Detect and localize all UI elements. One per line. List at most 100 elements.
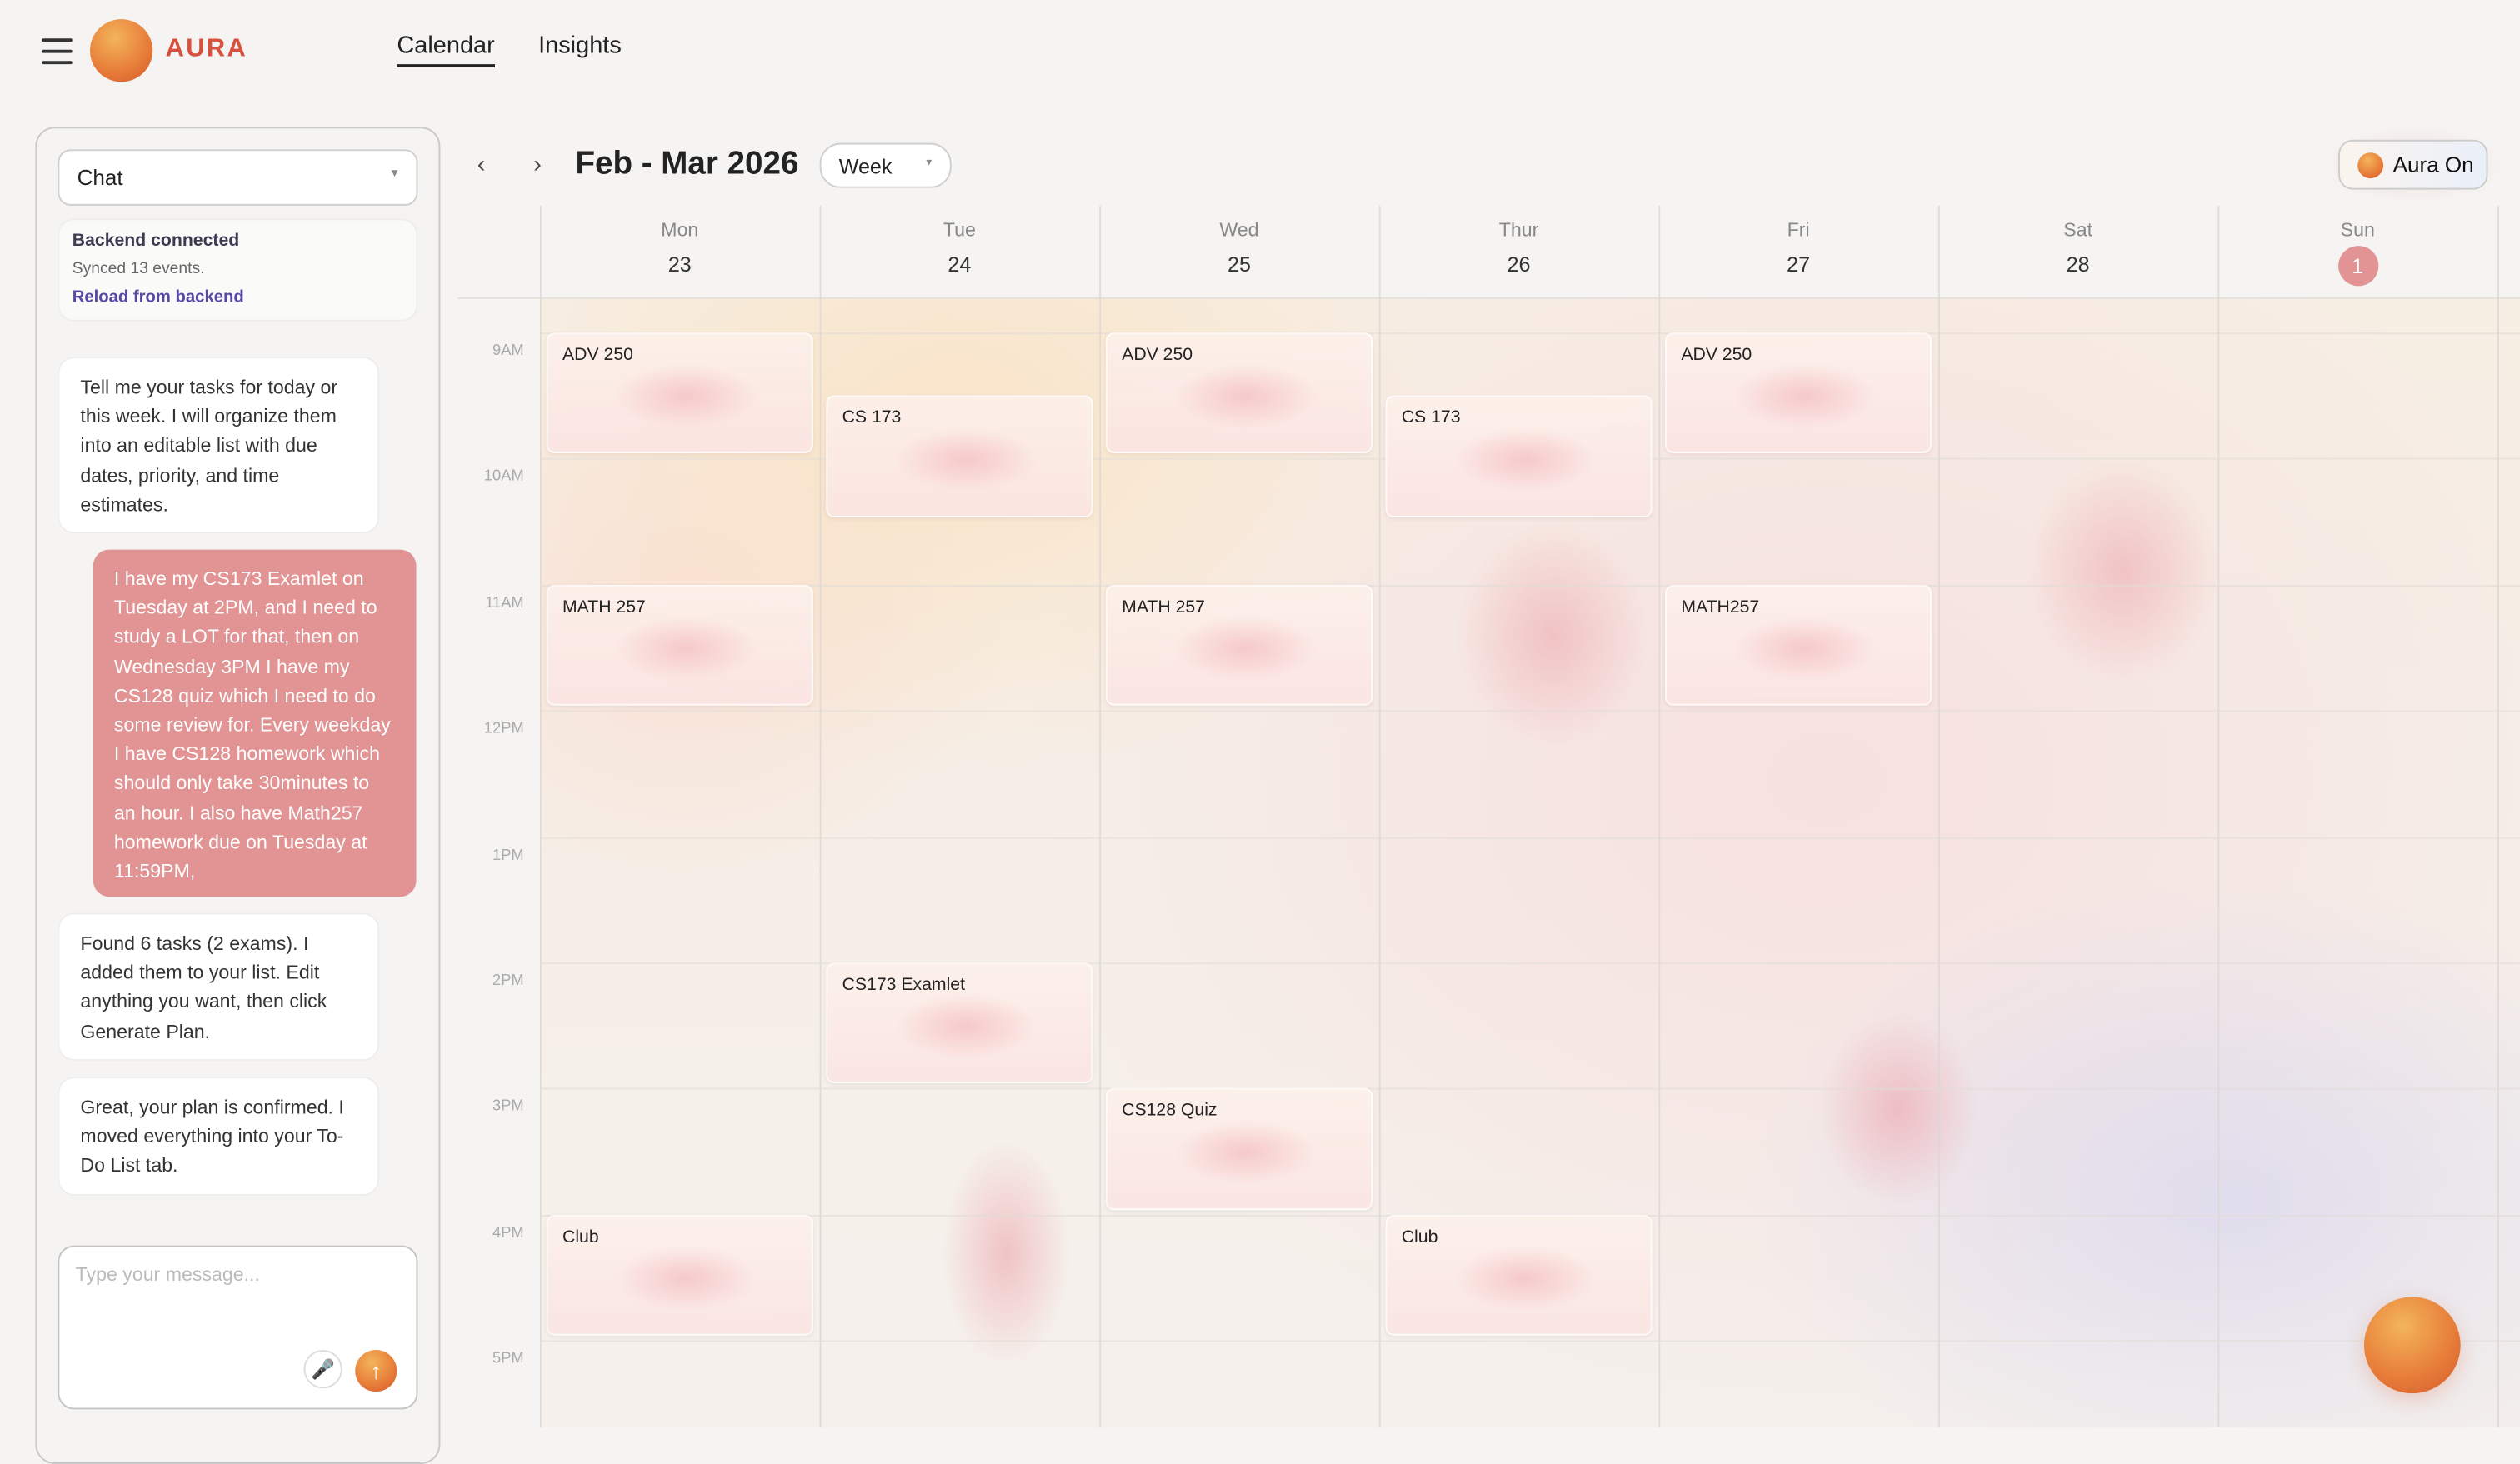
assistant-message: Found 6 tasks (2 exams). I added them to… — [58, 912, 380, 1061]
day-name: Wed — [1219, 218, 1259, 242]
event-title: CS 173 — [842, 408, 902, 428]
event-title: CS 173 — [1401, 408, 1461, 428]
day-name: Tue — [942, 218, 976, 242]
app-root: AURA Calendar Insights Chat ▼ Backend co… — [35, 19, 2520, 1464]
hour-gridline — [540, 710, 2520, 712]
reload-link[interactable]: Reload from backend — [72, 287, 244, 307]
hour-gridline — [540, 962, 2520, 965]
message-composer: 🎤 ↑ — [58, 1245, 418, 1410]
hour-gridline — [540, 584, 2520, 587]
chevron-down-icon: ▼ — [388, 168, 401, 181]
date-number: 24 — [948, 252, 972, 277]
chat-panel: Chat ▼ Backend connected Synced 13 event… — [35, 127, 441, 1464]
hour-label: 9AM — [492, 342, 524, 361]
day-date[interactable]: 27 — [1658, 252, 1938, 277]
aura-toggle-label: Aura On — [2392, 152, 2474, 177]
aura-logo-orb — [90, 19, 153, 82]
prev-week-button[interactable]: ‹ — [477, 151, 486, 179]
hamburger-icon[interactable] — [42, 38, 72, 65]
hour-label: 4PM — [492, 1224, 524, 1242]
hour-label: 12PM — [483, 720, 524, 738]
status-title: Backend connected — [72, 231, 240, 251]
day-date[interactable]: 25 — [1099, 252, 1379, 277]
tab-insights[interactable]: Insights — [538, 32, 622, 60]
event-title: MATH 257 — [562, 597, 646, 617]
hour-gridline — [540, 332, 2520, 335]
aura-assistant-orb-button[interactable] — [2363, 1297, 2461, 1394]
microphone-icon[interactable]: 🎤 — [303, 1350, 342, 1389]
date-range-title: Feb - Mar 2026 — [575, 146, 799, 182]
day-name: Fri — [1787, 218, 1810, 242]
day-column-divider — [1099, 205, 1102, 1427]
day-name: Thur — [1498, 218, 1539, 242]
header-divider — [458, 297, 2520, 299]
tab-calendar[interactable]: Calendar — [397, 32, 495, 68]
status-detail: Synced 13 events. — [72, 260, 205, 278]
date-number: 23 — [668, 252, 692, 277]
assistant-message: Tell me your tasks for today or this wee… — [58, 357, 380, 534]
calendar-event[interactable]: MATH 257 — [1105, 584, 1373, 707]
day-column-divider — [819, 205, 822, 1427]
hour-label: 3PM — [492, 1097, 524, 1117]
chat-mode-value: Chat — [77, 165, 123, 190]
hour-label: 11AM — [485, 594, 524, 612]
user-message: I have my CS173 Examlet on Tuesday at 2P… — [92, 549, 417, 897]
brand-name: AURA — [165, 35, 248, 63]
event-title: CS128 Quiz — [1122, 1101, 1218, 1121]
day-column-divider — [1938, 205, 1940, 1427]
day-column-divider — [2498, 205, 2499, 1427]
calendar-event[interactable]: ADV 250 — [1665, 332, 1932, 454]
calendar-event[interactable]: CS173 Examlet — [826, 962, 1093, 1084]
day-column-divider — [2218, 205, 2220, 1427]
event-title: ADV 250 — [1681, 345, 1752, 365]
day-column-divider — [1378, 205, 1381, 1427]
view-value: Week — [838, 154, 892, 179]
aura-orb-icon — [2358, 152, 2384, 179]
date-number: 26 — [1507, 252, 1531, 277]
event-title: ADV 250 — [1122, 345, 1193, 365]
next-week-button[interactable]: › — [533, 151, 542, 179]
day-date[interactable]: 24 — [820, 252, 1100, 277]
aura-toggle-button[interactable]: Aura On — [2338, 139, 2488, 190]
calendar-event[interactable]: CS 173 — [826, 395, 1093, 517]
day-name: Sat — [2063, 218, 2093, 242]
backend-status-card: Backend connected Synced 13 events. Relo… — [58, 218, 418, 322]
calendar-event[interactable]: Club — [546, 1214, 813, 1337]
hour-gridline — [540, 837, 2520, 838]
hour-label: 5PM — [492, 1350, 524, 1368]
day-date[interactable]: 26 — [1379, 252, 1659, 277]
chat-mode-select[interactable]: Chat ▼ — [58, 149, 418, 206]
date-number: 25 — [1227, 252, 1251, 277]
view-select[interactable]: Week ▼ — [819, 142, 952, 188]
calendar-event[interactable]: MATH257 — [1665, 584, 1932, 707]
calendar-event[interactable]: MATH 257 — [546, 584, 813, 707]
event-title: MATH 257 — [1122, 597, 1205, 617]
hour-gridline — [540, 1088, 2520, 1091]
day-date[interactable]: 1 — [2218, 246, 2498, 287]
event-title: ADV 250 — [562, 345, 633, 365]
event-title: Club — [562, 1227, 599, 1247]
hour-label: 1PM — [492, 846, 524, 864]
hour-label: 2PM — [492, 972, 524, 991]
calendar-event[interactable]: CS128 Quiz — [1105, 1088, 1373, 1210]
day-column-divider — [540, 205, 542, 1427]
day-date[interactable]: 23 — [540, 252, 820, 277]
assistant-message: Great, your plan is confirmed. I moved e… — [58, 1077, 380, 1196]
calendar-event[interactable]: ADV 250 — [1105, 332, 1373, 454]
message-input[interactable] — [75, 1262, 398, 1344]
send-button[interactable]: ↑ — [355, 1350, 398, 1392]
event-title: Club — [1401, 1227, 1438, 1247]
calendar-event[interactable]: ADV 250 — [546, 332, 813, 454]
day-name: Sun — [2340, 218, 2375, 242]
calendar-event[interactable]: Club — [1385, 1214, 1652, 1337]
day-column-divider — [1658, 205, 1661, 1427]
hour-gridline — [540, 1340, 2520, 1342]
event-title: MATH257 — [1681, 597, 1760, 617]
hour-label: 10AM — [483, 467, 524, 487]
day-date[interactable]: 28 — [1938, 252, 2218, 277]
date-number: 28 — [2066, 252, 2090, 277]
date-number: 27 — [1787, 252, 1811, 277]
day-name: Mon — [661, 218, 699, 242]
calendar-event[interactable]: CS 173 — [1385, 395, 1652, 517]
chevron-down-icon: ▼ — [924, 158, 934, 169]
